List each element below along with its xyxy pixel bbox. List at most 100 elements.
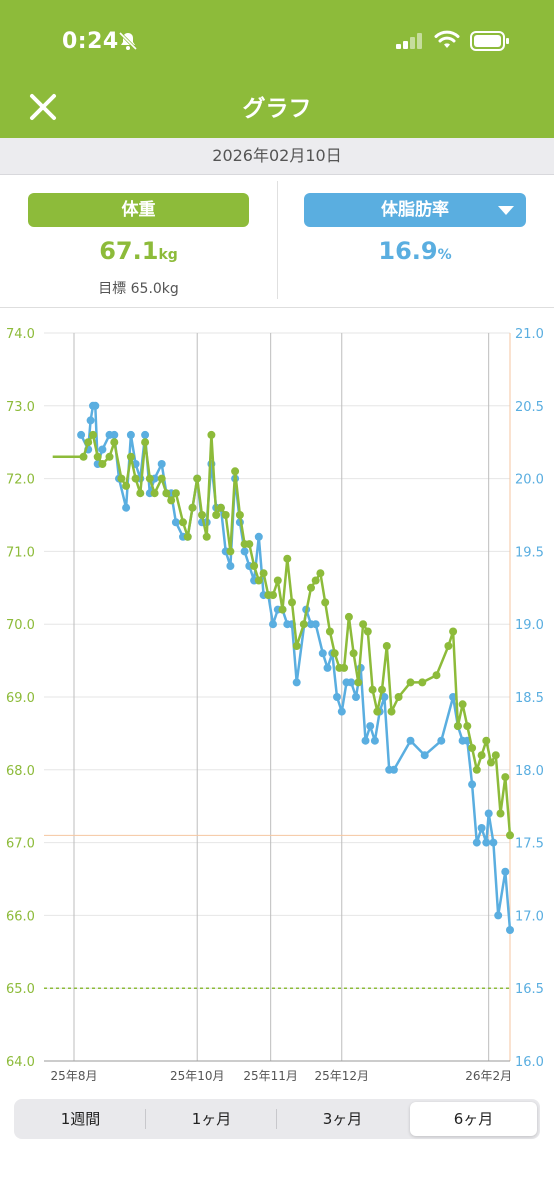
- y-right-tick-label: 19.5: [515, 545, 544, 560]
- weight-point: [299, 620, 308, 629]
- weight-point: [477, 751, 486, 760]
- tab-3-months[interactable]: 3ヶ月: [279, 1102, 406, 1136]
- body-fat-label: 体脂肪率: [381, 200, 449, 220]
- weight-point: [463, 722, 472, 731]
- y-left-tick-label: 69.0: [6, 691, 35, 706]
- weight-point: [283, 554, 292, 563]
- chevron-down-icon: [498, 206, 514, 215]
- weight-series: [52, 430, 514, 840]
- y-axis-right-ticks: 16.0 16.5 17.0 17.5 18.0 18.5 19.0 19.5 20.0 20.5…: [515, 327, 544, 1070]
- weight-point: [394, 693, 403, 701]
- y-left-tick-label: 65.0: [6, 982, 35, 997]
- weight-point: [368, 685, 377, 694]
- weight-point: [79, 452, 88, 461]
- close-button[interactable]: [26, 90, 60, 124]
- body-fat-point: [506, 926, 514, 934]
- weight-point: [259, 569, 268, 578]
- tab-1-month-label: 1ヶ月: [191, 1110, 232, 1128]
- body-fat-point: [240, 547, 249, 556]
- weight-point: [330, 649, 339, 658]
- period-selector: 1週間 1ヶ月 3ヶ月 6ヶ月: [14, 1099, 540, 1139]
- body-fat-dropdown[interactable]: 体脂肪率: [304, 193, 526, 227]
- weight-point: [93, 452, 102, 461]
- weight-number: 67.1: [99, 237, 159, 265]
- chart-reference-lines: [44, 834, 510, 989]
- weight-point: [269, 591, 277, 600]
- weight-point: [136, 489, 145, 498]
- weight-point: [235, 511, 244, 519]
- status-time: 0:24: [62, 29, 119, 54]
- body-fat-point: [389, 765, 398, 774]
- y-axis-left-ticks: 64.0 65.0 66.0 67.0 68.0 69.0 70.0 71.0 72.0 73.0…: [6, 327, 35, 1070]
- weight-point: [354, 678, 363, 687]
- weight-point: [183, 532, 192, 541]
- body-fat-point: [126, 430, 135, 439]
- weight-point: [193, 474, 202, 483]
- weight-point: [198, 511, 206, 519]
- weight-point: [167, 496, 176, 505]
- y-left-tick-label: 68.0: [6, 764, 35, 779]
- weight-point: [188, 503, 197, 512]
- weight-point: [316, 569, 325, 578]
- weight-point: [472, 765, 481, 774]
- weight-point: [278, 605, 287, 614]
- y-right-tick-label: 19.0: [515, 618, 544, 633]
- weight-point: [131, 474, 140, 483]
- body-fat-point: [226, 562, 235, 570]
- body-fat-value: 16.9%: [304, 237, 526, 265]
- weight-button[interactable]: 体重: [28, 193, 249, 227]
- weight-point: [122, 481, 131, 490]
- body-fat-point: [333, 693, 341, 701]
- weight-point: [162, 489, 171, 498]
- x-tick-label: 25年11月: [243, 1069, 298, 1083]
- weight-point: [231, 467, 240, 476]
- x-tick-label: 25年12月: [314, 1069, 369, 1083]
- weight-point: [226, 547, 235, 556]
- body-fat-point: [380, 693, 389, 701]
- y-right-tick-label: 17.5: [515, 837, 544, 852]
- body-fat-point: [494, 911, 503, 920]
- x-axis-ticks: 25年8月 25年10月 25年11月 25年12月 26年2月: [51, 1069, 513, 1083]
- body-fat-point: [323, 663, 332, 672]
- weight-point: [482, 736, 491, 745]
- body-fat-point: [98, 445, 107, 454]
- tab-1-month[interactable]: 1ヶ月: [148, 1102, 275, 1136]
- tab-6-months[interactable]: 6ヶ月: [410, 1102, 537, 1136]
- y-left-tick-label: 73.0: [6, 400, 35, 415]
- body-fat-point: [269, 620, 277, 629]
- app-header: 0:24 グラフ: [0, 0, 554, 138]
- weight-label: 体重: [121, 200, 156, 220]
- body-fat-point: [437, 736, 446, 745]
- y-left-tick-label: 64.0: [6, 1055, 35, 1070]
- weight-point: [126, 452, 135, 461]
- tab-separator: [276, 1109, 277, 1129]
- weight-point: [432, 671, 441, 680]
- body-fat-point: [254, 532, 263, 541]
- y-left-tick-label: 70.0: [6, 618, 35, 633]
- y-left-tick-label: 71.0: [6, 545, 35, 560]
- weight-point: [292, 642, 301, 650]
- y-right-tick-label: 16.5: [515, 982, 544, 997]
- metrics-panel: 体重 67.1kg 目標 65.0kg 体脂肪率 16.9%: [0, 175, 554, 308]
- weight-point: [84, 438, 93, 447]
- page-title: グラフ: [242, 96, 312, 122]
- weight-point: [444, 642, 453, 650]
- weight-point: [453, 722, 462, 731]
- weight-bodyfat-chart: 64.0 65.0 66.0 67.0 68.0 69.0 70.0 71.0 72.0 73.0…: [6, 327, 544, 1083]
- weight-goal: 目標 65.0kg: [98, 281, 179, 297]
- x-tick-label: 26年2月: [465, 1069, 512, 1083]
- weight-point: [254, 576, 263, 585]
- body-fat-point: [337, 707, 346, 716]
- y-right-tick-label: 18.0: [515, 764, 544, 779]
- weight-point: [387, 707, 396, 716]
- y-right-tick-label: 20.5: [515, 400, 544, 415]
- body-fat-unit: %: [437, 247, 452, 263]
- body-fat-point: [472, 838, 481, 847]
- weight-point: [491, 751, 500, 760]
- tab-1-week[interactable]: 1週間: [17, 1102, 144, 1136]
- weight-point: [212, 511, 221, 519]
- weight-value: 67.1kg: [28, 237, 249, 265]
- body-fat-point: [141, 430, 150, 439]
- weight-point: [221, 511, 230, 519]
- weight-point: [363, 627, 372, 636]
